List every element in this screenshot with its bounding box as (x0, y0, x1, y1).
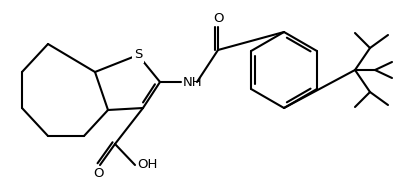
Text: O: O (93, 167, 103, 180)
Text: O: O (213, 12, 223, 25)
Text: NH: NH (183, 76, 203, 89)
Text: OH: OH (137, 158, 157, 171)
Text: S: S (134, 49, 142, 61)
